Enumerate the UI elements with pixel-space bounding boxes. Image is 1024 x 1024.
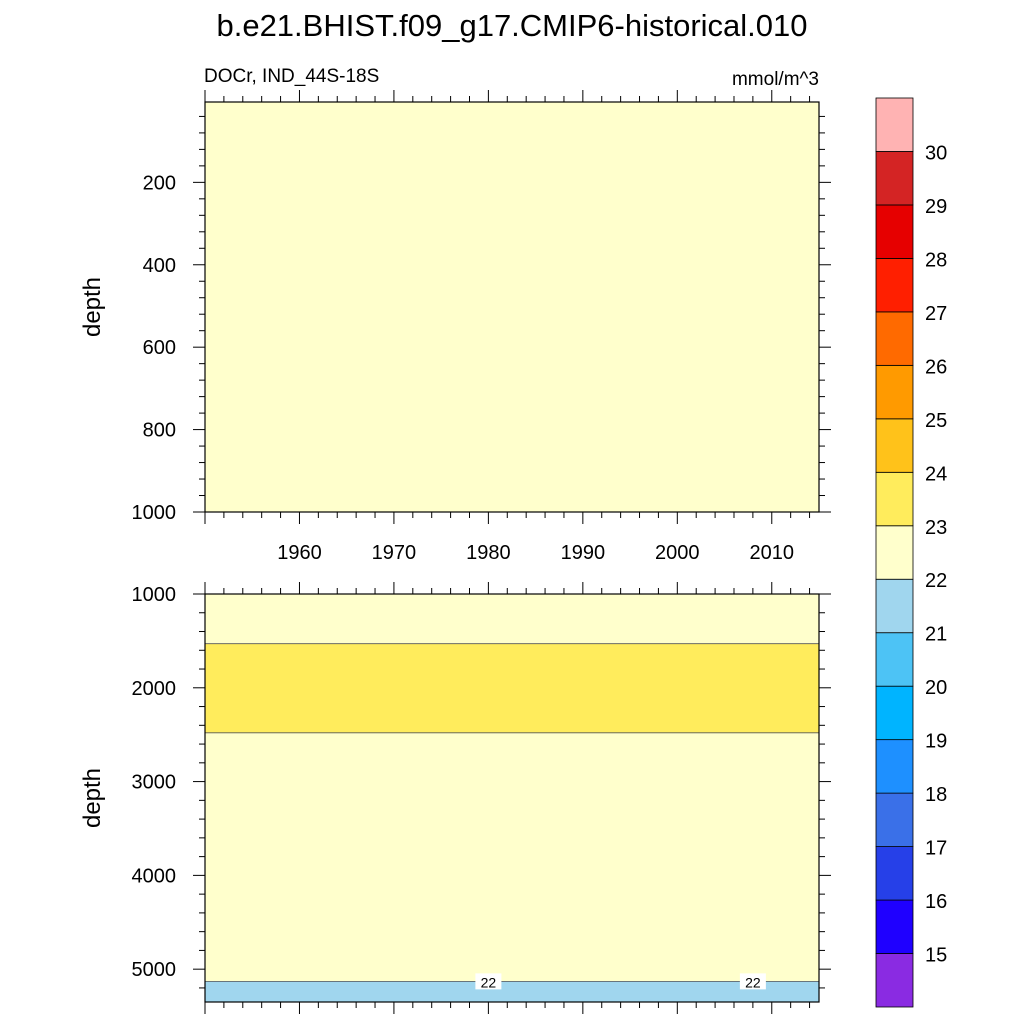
colorbar-level-label: 25 (925, 410, 947, 432)
colorbar-level-label: 23 (925, 517, 947, 539)
colorbar-swatch (875, 632, 914, 687)
colorbar-level-label: 24 (925, 463, 947, 485)
chart-title: b.e21.BHIST.f09_g17.CMIP6-historical.010 (216, 8, 807, 43)
x-tick-label: 2000 (655, 542, 700, 564)
y-tick-label: 400 (143, 255, 176, 277)
colorbar-swatch (875, 685, 914, 741)
lower-band-0 (205, 594, 819, 644)
units-label: mmol/m^3 (732, 69, 819, 90)
y-tick-label: 4000 (132, 865, 177, 887)
contour-label-box (475, 973, 502, 990)
colorbar-swatch (875, 258, 914, 313)
colorbar-level-label: 30 (925, 142, 947, 164)
colorbar-swatch (875, 846, 914, 901)
variable-region-label: DOCr, IND_44S-18S (204, 66, 379, 87)
x-tick-label: 1960 (277, 542, 322, 564)
colorbar-level-label: 17 (925, 838, 947, 860)
colorbar-level-label: 22 (925, 570, 947, 592)
colorbar-swatch (875, 311, 914, 366)
upper-plot-frame (204, 101, 820, 513)
y-tick-label: 800 (143, 420, 176, 442)
contour-label: 22 (481, 974, 497, 990)
upper-band-0 (205, 102, 819, 512)
colorbar-swatch (875, 204, 914, 259)
colorbar-level-label: 28 (925, 249, 947, 271)
colorbar-level-label: 21 (925, 624, 947, 646)
colorbar-level-label: 16 (925, 891, 947, 913)
y-tick-label: 200 (143, 172, 176, 194)
y-tick-label: 3000 (132, 772, 177, 794)
colorbar-swatch (875, 525, 914, 580)
lower-band-2 (205, 732, 819, 982)
y-tick-label: 1000 (132, 584, 177, 606)
colorbar-swatch (875, 953, 914, 1008)
colorbar: 15 16 17 18 19 20 21 22 23 24 25 26 27 28 29 30 (875, 97, 947, 1008)
colorbar-swatch (875, 792, 914, 847)
colorbar-level-label: 29 (925, 196, 947, 218)
y-axis-label: depth (79, 768, 106, 828)
colorbar-swatch (875, 899, 914, 954)
colorbar-level-label: 18 (925, 784, 947, 806)
x-tick-label: 2010 (750, 542, 795, 564)
colorbar-level-label: 15 (925, 945, 947, 967)
y-tick-label: 2000 (132, 678, 177, 700)
colorbar-swatch (875, 97, 914, 152)
y-tick-label: 600 (143, 337, 176, 359)
lower-band-1 (205, 643, 819, 733)
colorbar-level-label: 27 (925, 303, 947, 325)
x-tick-label: 1970 (372, 542, 417, 564)
colorbar-level-label: 20 (925, 677, 947, 699)
lower-plot-frame (204, 593, 820, 1003)
lower-depth-panel: 1000 2000 3000 4000 5000 depth 22 22 (79, 582, 831, 1014)
colorbar-swatch (875, 364, 914, 420)
y-axis-label: depth (79, 277, 106, 337)
y-tick-label: 5000 (132, 959, 177, 981)
y-tick-label: 1000 (132, 502, 177, 524)
contour-label-box (739, 973, 766, 990)
colorbar-swatch (875, 739, 914, 794)
colorbar-level-label: 26 (925, 356, 947, 378)
contour-label: 22 (745, 974, 761, 990)
lower-band-3 (205, 981, 819, 1002)
colorbar-swatch (875, 151, 914, 206)
colorbar-swatch (875, 418, 914, 473)
upper-depth-panel: 1960 1970 1980 1990 2000 2010 200 400 600 800 1000… (79, 90, 831, 564)
colorbar-swatch (875, 471, 914, 527)
x-tick-label: 1980 (466, 542, 511, 564)
colorbar-level-label: 19 (925, 731, 947, 753)
x-tick-label: 1990 (561, 542, 606, 564)
colorbar-swatch (875, 578, 914, 634)
